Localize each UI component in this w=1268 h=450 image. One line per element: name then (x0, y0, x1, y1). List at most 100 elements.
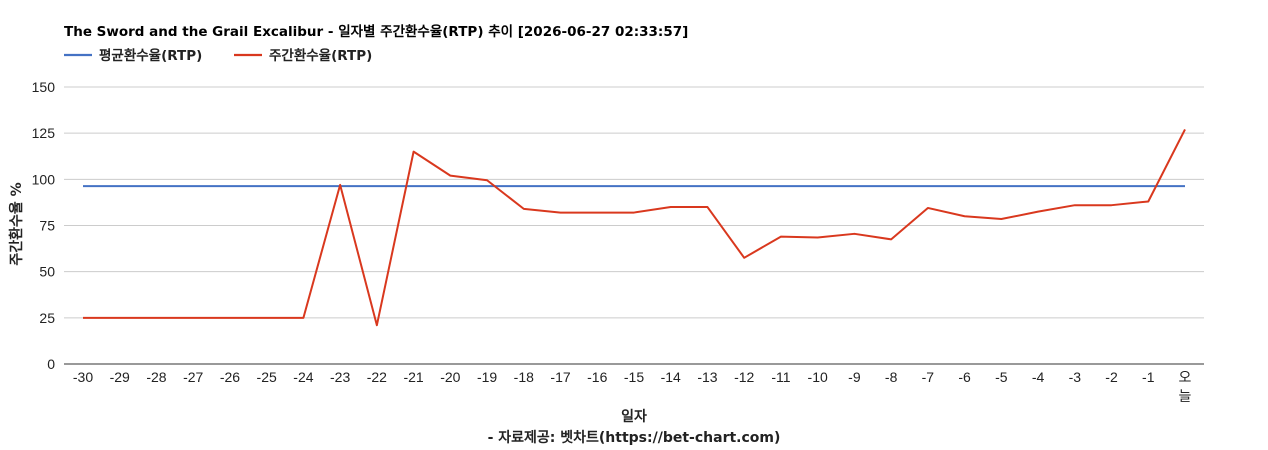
y-tick-label: 0 (47, 356, 55, 372)
data-point-average (816, 185, 818, 187)
x-tick-label: -11 (771, 369, 790, 385)
x-tick-label: -16 (587, 369, 607, 385)
data-point-weekly (339, 184, 341, 186)
y-axis-title: 주간환수율 % (8, 182, 25, 265)
x-tick-label: -9 (848, 369, 861, 385)
data-point-weekly (963, 215, 965, 217)
data-point-average (302, 185, 304, 187)
x-tick-label: -29 (110, 369, 130, 385)
data-point-average (449, 185, 451, 187)
data-point-weekly (229, 317, 231, 319)
data-point-weekly (559, 211, 561, 213)
x-tick-label: -19 (477, 369, 497, 385)
data-point-average (1000, 185, 1002, 187)
data-point-average (376, 185, 378, 187)
x-tick-label: -27 (183, 369, 203, 385)
x-tick-label: -5 (995, 369, 1008, 385)
data-point-weekly (1184, 128, 1186, 130)
data-point-average (155, 185, 157, 187)
data-point-average (523, 185, 525, 187)
data-point-average (853, 185, 855, 187)
data-point-average (743, 185, 745, 187)
x-axis-ticks: -30 -29 -28 -27 -26 -25 -24 -23 -22 -21 -20 -19 -18-… (73, 369, 1192, 404)
series-line-weekly (83, 129, 1186, 327)
x-tick-label: -4 (1032, 369, 1045, 385)
x-tick-label: -30 (73, 369, 93, 385)
series (83, 128, 1186, 327)
x-tick-label: -17 (550, 369, 570, 385)
data-point-average (559, 185, 561, 187)
data-point-weekly (119, 317, 121, 319)
data-point-average (670, 185, 672, 187)
data-point-weekly (780, 235, 782, 237)
data-point-average (1037, 185, 1039, 187)
x-tick-label: -13 (697, 369, 717, 385)
data-point-weekly (816, 236, 818, 238)
data-point-weekly (155, 317, 157, 319)
legend-label-average: 평균환수율(RTP) (99, 47, 202, 64)
data-point-weekly (1074, 204, 1076, 206)
data-point-weekly (1147, 200, 1149, 202)
x-tick-label: -25 (257, 369, 277, 385)
data-point-average (229, 185, 231, 187)
data-point-average (633, 185, 635, 187)
data-point-weekly (412, 150, 414, 152)
data-point-average (1074, 185, 1076, 187)
x-tick-label: -1 (1142, 369, 1155, 385)
x-tick-label: -12 (734, 369, 754, 385)
data-point-weekly (523, 208, 525, 210)
x-tick-label: -15 (624, 369, 644, 385)
x-tick-label: -3 (1069, 369, 1082, 385)
data-point-average (706, 185, 708, 187)
x-tick-label: -8 (885, 369, 898, 385)
x-tick-label: -14 (661, 369, 681, 385)
x-tick-label: -26 (220, 369, 240, 385)
y-tick-label: 150 (32, 79, 56, 95)
data-point-average (192, 185, 194, 187)
y-axis-ticks: 0 25 50 75 100 125 150 (32, 79, 56, 372)
x-tick-label: -24 (293, 369, 313, 385)
data-point-weekly (853, 233, 855, 235)
y-tick-label: 25 (39, 310, 55, 326)
x-axis-title: 일자 (621, 409, 647, 425)
data-point-average (927, 185, 929, 187)
data-point-weekly (743, 257, 745, 259)
data-point-weekly (1110, 204, 1112, 206)
grid (64, 86, 1204, 365)
data-point-weekly (670, 206, 672, 208)
data-point-weekly (302, 317, 304, 319)
y-tick-label: 75 (39, 218, 55, 234)
data-point-average (412, 185, 414, 187)
data-point-weekly (376, 324, 378, 326)
data-point-average (1110, 185, 1112, 187)
x-tick-label: -20 (440, 369, 460, 385)
data-point-average (486, 185, 488, 187)
y-tick-label: 100 (32, 171, 56, 187)
data-point-weekly (706, 206, 708, 208)
data-point-weekly (1037, 210, 1039, 212)
data-point-weekly (265, 317, 267, 319)
x-tick-label: -10 (808, 369, 828, 385)
legend: 평균환수율(RTP) 주간환수율(RTP) (64, 47, 372, 64)
y-tick-label: 125 (32, 125, 56, 141)
data-point-weekly (1000, 218, 1002, 220)
x-tick-label: -28 (146, 369, 166, 385)
data-point-weekly (192, 317, 194, 319)
x-tick-label: -23 (330, 369, 350, 385)
data-point-weekly (633, 211, 635, 213)
data-point-average (1184, 185, 1186, 187)
data-point-weekly (449, 174, 451, 176)
data-point-average (890, 185, 892, 187)
data-point-weekly (596, 211, 598, 213)
data-point-average (780, 185, 782, 187)
x-tick-label: -18 (514, 369, 534, 385)
y-tick-label: 50 (39, 264, 55, 280)
x-tick-label: -21 (403, 369, 423, 385)
chart-title: The Sword and the Grail Excalibur - 일자별 … (64, 23, 688, 40)
data-point-average (119, 185, 121, 187)
legend-label-weekly: 주간환수율(RTP) (269, 47, 372, 64)
data-point-average (265, 185, 267, 187)
data-point-average (963, 185, 965, 187)
